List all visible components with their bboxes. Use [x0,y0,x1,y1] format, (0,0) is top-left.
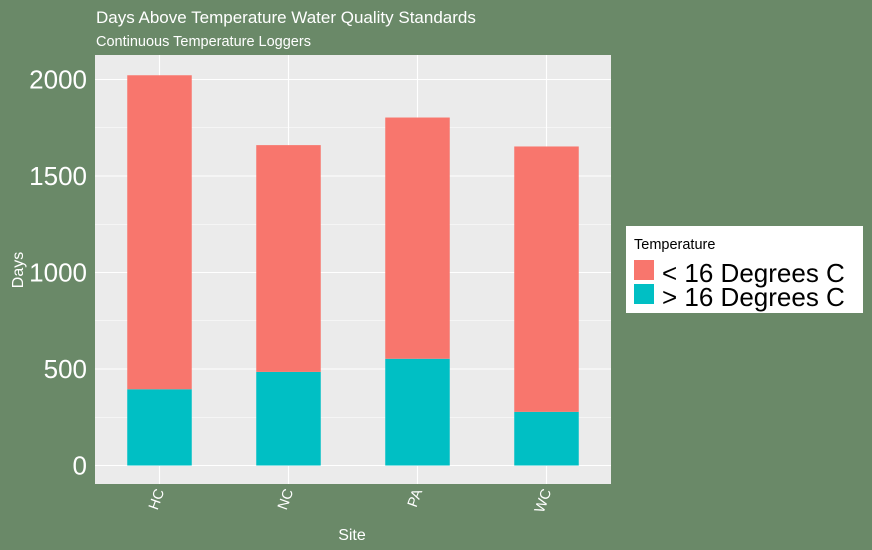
legend: Temperature < 16 Degrees C > 16 Degrees … [626,226,863,313]
bar-hc-series-1 [127,75,192,390]
bar-wc-series-1 [514,146,579,412]
legend-key-above-16 [634,284,654,304]
bar-nc-series-0 [256,371,321,466]
x-tick-label: HC [146,487,168,512]
y-tick-label: 500 [44,354,87,384]
x-tick-label: WC [532,487,555,515]
x-axis-title: Site [338,527,366,544]
y-tick-label: 2000 [29,65,87,95]
bar-pa-series-0 [385,358,450,466]
legend-label-below-16: < 16 Degrees C [662,258,845,288]
x-tick-label: NC [275,487,297,512]
x-tick-labels: HC NC PA WC [146,487,555,515]
chart-subtitle: Continuous Temperature Loggers [96,34,311,50]
y-axis-title: Days [10,252,27,288]
chart-title: Days Above Temperature Water Quality Sta… [96,8,476,27]
bar-nc-series-1 [256,145,321,372]
bars-group [127,75,579,466]
y-tick-label: 0 [73,451,87,481]
x-tick-label: PA [405,487,426,510]
y-tick-label: 1000 [29,258,87,288]
legend-label-above-16: > 16 Degrees C [662,282,845,312]
legend-box [626,226,863,313]
legend-key-below-16 [634,260,654,280]
bar-wc-series-0 [514,411,579,466]
y-tick-labels: 0 500 1000 1500 2000 [29,65,87,481]
bar-hc-series-0 [127,389,192,466]
bar-pa-series-1 [385,117,450,359]
legend-title: Temperature [634,237,715,253]
y-tick-label: 1500 [29,161,87,191]
